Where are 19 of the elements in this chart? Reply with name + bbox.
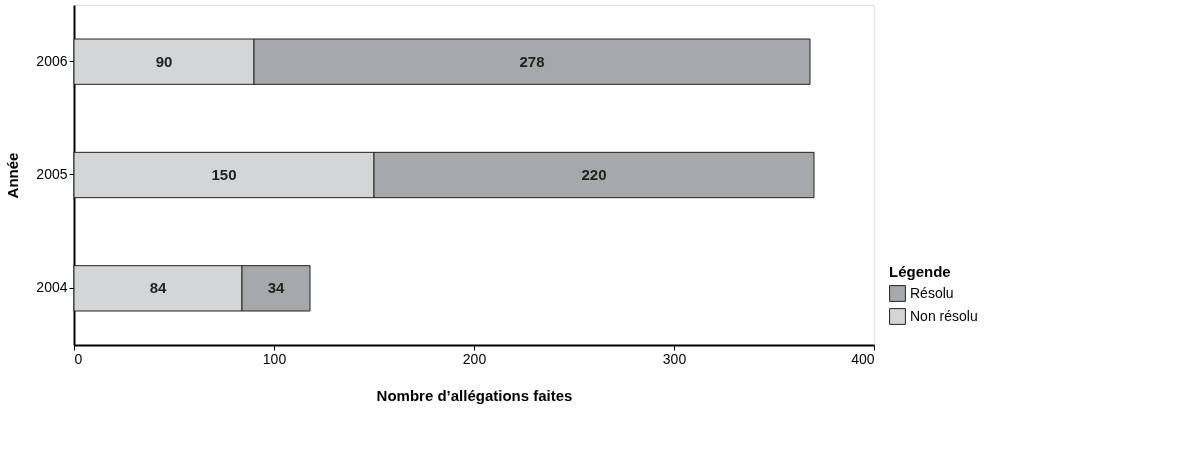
y-tick-label: 2006: [36, 52, 68, 69]
data-label: 84: [149, 279, 167, 297]
y-axis-title: Année: [4, 152, 22, 199]
x-tick-label: 0: [74, 350, 83, 367]
data-label: 34: [267, 279, 285, 297]
data-label: 278: [519, 52, 545, 70]
x-axis-title: Nombre d’allégations faites: [376, 386, 573, 404]
y-tick-label: 2005: [36, 166, 68, 182]
data-label: 90: [155, 52, 173, 70]
legend-label: Résolu: [910, 284, 954, 301]
x-tick-label: 300: [662, 350, 687, 367]
y-tick-label: 2004: [36, 279, 68, 296]
legend-label: Non résolu: [910, 307, 978, 324]
data-label: 220: [581, 166, 607, 183]
data-label: 150: [211, 166, 237, 183]
x-tick-label: 400: [851, 350, 875, 367]
x-tick-label: 200: [462, 350, 487, 367]
legend-title: Légende: [889, 263, 951, 280]
x-tick-label: 100: [262, 350, 287, 367]
